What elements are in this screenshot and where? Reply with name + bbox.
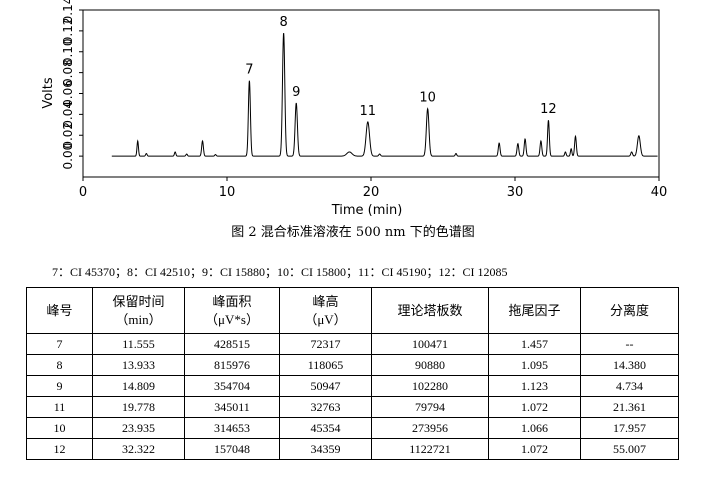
column-header: 分离度 — [580, 287, 679, 334]
x-tick-label: 10 — [219, 185, 236, 200]
table-row: 11 19.778 345011 32763 79794 1.072 21.361 — [26, 396, 679, 418]
table-row: 9 14.809 354704 50947 102280 1.123 4.734 — [26, 375, 679, 397]
table-cell: 1.123 — [488, 375, 581, 397]
peak-label: 9 — [292, 85, 300, 100]
table-cell: 7 — [26, 333, 93, 355]
column-header: 峰号 — [26, 287, 93, 334]
x-tick-label: 20 — [363, 185, 380, 200]
table-cell: 815976 — [184, 354, 280, 376]
table-cell: 428515 — [184, 333, 280, 355]
table-cell: 1.072 — [488, 396, 581, 418]
table-cell: 32.322 — [92, 438, 185, 460]
figure-caption: 图 2 混合标准溶液在 500 nm 下的色谱图 — [231, 225, 475, 240]
column-header: 峰高 （μV） — [279, 287, 372, 334]
peak-label: 11 — [360, 104, 377, 119]
column-header-text: 保留时间 — [112, 293, 165, 309]
chromatogram-chart: 0 10 20 30 40 0.000.020.040.060.080.100.120.… — [41, 0, 668, 218]
table-row: 12 32.322 157048 34359 1122721 1.072 55.007 — [26, 438, 679, 460]
peak-label: 12 — [540, 102, 557, 117]
table-cell: 13.933 — [92, 354, 185, 376]
column-header: 拖尾因子 — [488, 287, 581, 334]
table-cell: 354704 — [184, 375, 280, 397]
table-cell: 34359 — [279, 438, 372, 460]
table-cell: -- — [580, 333, 679, 355]
table-cell: 345011 — [184, 396, 280, 418]
table-cell: 118065 — [279, 354, 372, 376]
table-cell: 157048 — [184, 438, 280, 460]
table-cell: 79794 — [371, 396, 489, 418]
column-header-text: 拖尾因子 — [508, 302, 561, 318]
peak-legend: 7：CI 45370；8：CI 42510；9：CI 15880；10：CI 1… — [52, 265, 508, 279]
table-row: 8 13.933 815976 118065 90880 1.095 14.380 — [26, 354, 679, 376]
x-tick-label: 0 — [79, 185, 87, 200]
table-cell: 100471 — [371, 333, 489, 355]
peak-label: 10 — [419, 91, 436, 106]
column-header-text: 峰面积 — [212, 293, 252, 309]
y-tick-label: 0.00 — [61, 143, 75, 170]
peak-label: 8 — [279, 15, 287, 30]
column-header-text: （μV*s） — [205, 311, 259, 327]
table-cell: 102280 — [371, 375, 489, 397]
y-tick-label: 0.14 — [61, 0, 75, 23]
table-cell: 11 — [26, 396, 93, 418]
chromatogram-trace — [111, 33, 658, 157]
y-tick-label: 0.04 — [61, 101, 75, 128]
table-cell: 10 — [26, 417, 93, 439]
table-row: 7 11.555 428515 72317 100471 1.457 -- — [26, 333, 679, 355]
table-cell: 32763 — [279, 396, 372, 418]
column-header-text: 峰号 — [46, 302, 73, 318]
table-header-row: 峰号 保留时间 （min） 峰面积 （μV*s） 峰高 （μV） 理论塔板数 拖尾因子 分离度 — [26, 287, 679, 334]
x-tick-label: 30 — [507, 185, 524, 200]
table-cell: 1.095 — [488, 354, 581, 376]
table-cell: 273956 — [371, 417, 489, 439]
table-cell: 1.457 — [488, 333, 581, 355]
y-tick-label: 0.06 — [61, 80, 75, 107]
table-cell: 9 — [26, 375, 93, 397]
table-cell: 90880 — [371, 354, 489, 376]
results-table: 峰号 保留时间 （min） 峰面积 （μV*s） 峰高 （μV） 理论塔板数 拖尾因子 分离度 7… — [26, 287, 679, 460]
table-cell: 50947 — [279, 375, 372, 397]
y-tick-label: 0.02 — [61, 122, 75, 149]
column-header-text: （min） — [115, 311, 162, 327]
table-cell: 23.935 — [92, 417, 185, 439]
table-cell: 1.066 — [488, 417, 581, 439]
table-cell: 14.809 — [92, 375, 185, 397]
table-cell: 1.072 — [488, 438, 581, 460]
table-cell: 11.555 — [92, 333, 185, 355]
column-header-text: 分离度 — [609, 302, 649, 318]
table-cell: 55.007 — [580, 438, 679, 460]
y-tick-label: 0.08 — [61, 59, 75, 86]
column-header-text: （μV） — [304, 311, 347, 327]
y-axis-label: Volts — [41, 77, 56, 109]
table-cell: 21.361 — [580, 396, 679, 418]
table-cell: 8 — [26, 354, 93, 376]
table-cell: 314653 — [184, 417, 280, 439]
column-header: 理论塔板数 — [371, 287, 489, 334]
table-cell: 45354 — [279, 417, 372, 439]
column-header: 保留时间 （min） — [92, 287, 185, 334]
table-row: 10 23.935 314653 45354 273956 1.066 17.957 — [26, 417, 679, 439]
column-header-text: 峰高 — [312, 293, 339, 309]
table-cell: 4.734 — [580, 375, 679, 397]
x-tick-label: 40 — [651, 185, 668, 200]
column-header: 峰面积 （μV*s） — [184, 287, 280, 334]
peak-label: 7 — [245, 63, 253, 78]
x-axis-label: Time (min) — [331, 203, 403, 218]
table-cell: 14.380 — [580, 354, 679, 376]
column-header-text: 理论塔板数 — [397, 302, 463, 318]
table-cell: 1122721 — [371, 438, 489, 460]
table-cell: 17.957 — [580, 417, 679, 439]
table-cell: 12 — [26, 438, 93, 460]
y-tick-label: 0.12 — [61, 18, 75, 45]
table-cell: 19.778 — [92, 396, 185, 418]
table-cell: 72317 — [279, 333, 372, 355]
y-tick-label: 0.10 — [61, 38, 75, 65]
